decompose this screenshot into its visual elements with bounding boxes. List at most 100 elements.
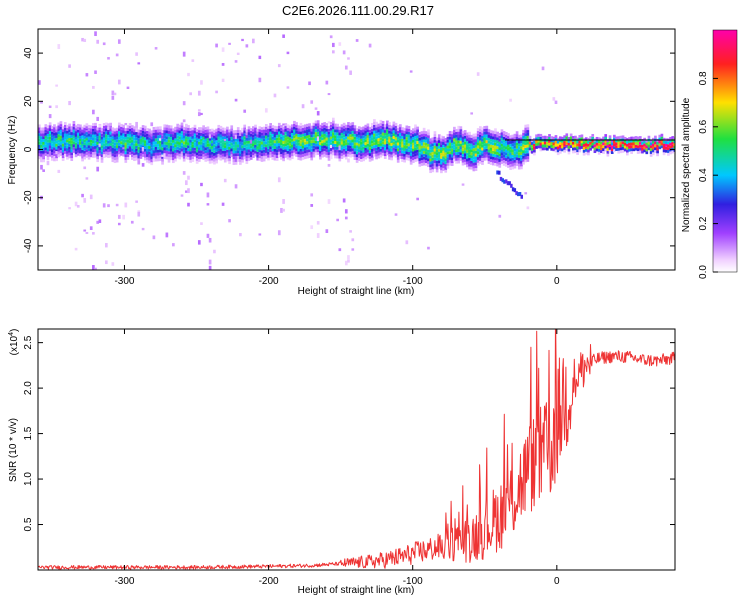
spectrogram-cell (362, 135, 365, 139)
spectrogram-cell (68, 140, 71, 144)
spectrogram-cell (485, 143, 489, 147)
spectrogram-cell (76, 144, 80, 148)
spectrogram-cell (626, 146, 629, 150)
spectrogram-cell (342, 131, 346, 135)
spectrogram-cell (360, 147, 363, 151)
spectrogram-cell (308, 149, 311, 153)
spectrogram-cell (234, 156, 238, 160)
spectrogram-cell (433, 142, 437, 146)
snr-x-tick-label: -300 (114, 576, 134, 587)
spectrogram-cell (239, 135, 242, 139)
spectrogram-cell (63, 148, 67, 151)
spectrogram-cell (558, 142, 562, 146)
spectrogram-cell (107, 129, 110, 132)
spectrogram-cell (70, 149, 74, 153)
spectrogram-cell (355, 154, 359, 158)
spectrogram-cell (221, 153, 225, 157)
spectrogram-cell (479, 137, 482, 141)
spectrogram-cell (249, 156, 253, 160)
spectrogram-cell (561, 136, 564, 140)
spectrogram-cell (167, 131, 171, 134)
spectrogram-cell (94, 137, 97, 141)
spectrogram-cell (476, 130, 480, 134)
spectrogram-cell (161, 147, 164, 151)
spectrogram-cell (368, 158, 372, 162)
spectrogram-cell (444, 137, 448, 141)
spectrogram-cell (520, 134, 523, 138)
spectrogram-cell (357, 155, 361, 159)
spectrogram-cell (669, 145, 672, 149)
spectrogram-cell (245, 155, 249, 159)
spectrogram-cell (70, 129, 74, 133)
spectrogram-cell (615, 145, 618, 149)
spectrogram-cell (461, 136, 465, 140)
spectrogram-cell (587, 140, 590, 144)
spectrogram-cell (357, 129, 361, 133)
spectrogram-cell (85, 134, 89, 138)
spectrogram-cell (446, 148, 450, 152)
spectrogram-cell (252, 146, 255, 150)
spectrogram-cell (96, 130, 100, 134)
spectrogram-cell (431, 166, 435, 170)
spectrogram-cell (476, 151, 480, 155)
spectrogram-cell (524, 136, 528, 140)
spectrogram-cell (154, 126, 158, 130)
spectrogram-cell (42, 139, 45, 142)
spectrogram-cell (498, 170, 501, 175)
spectrogram-cell (223, 178, 227, 183)
spectrogram-cell (662, 149, 666, 153)
colorbar-label: Normalized spectral amplitude (681, 97, 692, 232)
spectrogram-cell (234, 60, 238, 63)
spectrogram-cell (280, 145, 283, 149)
spectrogram-cell (94, 267, 97, 270)
spectrogram-cell (325, 123, 329, 126)
spectrogram-cell (85, 231, 89, 234)
spectrogram-y-axis-label: Frequency (Hz) (7, 116, 18, 185)
spectrogram-cell (249, 128, 253, 131)
spectrogram-cell (81, 144, 84, 147)
spectrogram-cell (150, 159, 154, 163)
spectrogram-cell (427, 132, 430, 136)
spectrogram-cell (351, 122, 355, 126)
spectrogram-cell (580, 143, 584, 147)
spectrogram-cell (316, 128, 320, 132)
spectrogram-cell (379, 131, 383, 135)
spectrogram-cell (87, 133, 91, 137)
spectrogram-cell (117, 145, 121, 149)
spectrogram-cell (342, 50, 346, 55)
spectrogram-cell (455, 137, 458, 141)
spectrogram-cell (587, 143, 590, 147)
spectrogram-cell (487, 140, 491, 144)
spectrogram-cell (308, 123, 311, 127)
spectrogram-cell (306, 138, 309, 142)
spectrogram-cell (349, 131, 352, 135)
spectrogram-cell (42, 154, 45, 159)
spectrogram-cell (100, 142, 104, 146)
spectrogram-cell (260, 156, 264, 159)
spectrogram-cell (210, 151, 214, 155)
spectrogram-cell (444, 158, 448, 162)
snr-panel: -300 -200 -100 0 0.51.01.52.02.5 Height of … (8, 328, 676, 596)
spectrogram-cell (414, 138, 417, 142)
spectrogram-cell (124, 154, 128, 158)
spectrogram-cell (299, 157, 303, 161)
spectrogram-cell (243, 147, 247, 151)
spectrogram-cell (189, 142, 192, 146)
spectrogram-cell (120, 135, 123, 139)
spectrogram-cell (431, 143, 435, 147)
spectrogram-cell (53, 147, 56, 151)
spectrogram-cell (494, 157, 497, 161)
spectrogram-cell (552, 148, 556, 152)
spectrogram-cell (394, 148, 398, 152)
spectrogram-cell (351, 125, 355, 128)
spectrogram-cell (403, 133, 406, 137)
spectrogram-cell (148, 134, 151, 138)
spectrogram-cell (301, 156, 305, 160)
spectrogram-cell (200, 80, 203, 85)
spectrogram-cell (228, 152, 231, 156)
spectrogram-cell (386, 152, 389, 156)
spectrogram-cell (284, 149, 288, 153)
spectrogram-cell (511, 146, 515, 150)
spectrogram-cell (641, 141, 644, 145)
spectrogram-cell (208, 237, 212, 243)
